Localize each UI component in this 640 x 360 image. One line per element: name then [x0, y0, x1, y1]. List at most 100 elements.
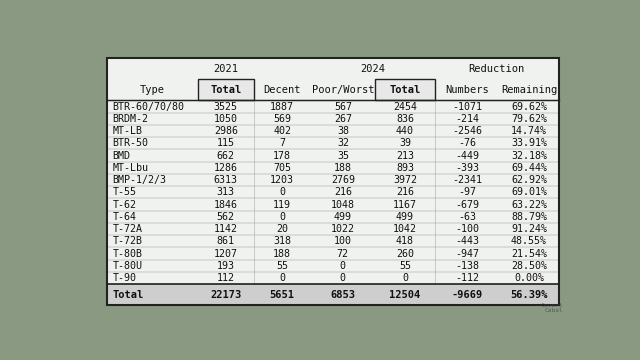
Text: 1042: 1042	[393, 224, 417, 234]
Text: 69.01%: 69.01%	[511, 187, 547, 197]
Text: Total: Total	[113, 290, 144, 300]
Text: 33.91%: 33.91%	[511, 138, 547, 148]
Bar	[375, 80, 435, 100]
Text: 63.22%: 63.22%	[511, 199, 547, 210]
Text: 0.00%: 0.00%	[514, 273, 544, 283]
Text: MT-LB: MT-LB	[113, 126, 143, 136]
Text: 72: 72	[337, 248, 349, 258]
Text: T-72A: T-72A	[113, 224, 143, 234]
Text: 56.39%: 56.39%	[510, 290, 548, 300]
Text: 2021: 2021	[213, 64, 238, 74]
Text: 216: 216	[396, 187, 414, 197]
Text: 35: 35	[337, 150, 349, 161]
Bar	[108, 58, 559, 305]
Text: 2769: 2769	[331, 175, 355, 185]
Text: 216: 216	[334, 187, 352, 197]
Text: Total: Total	[389, 85, 420, 95]
Bar	[108, 58, 559, 305]
Text: 14.74%: 14.74%	[511, 126, 547, 136]
Text: T-80B: T-80B	[113, 248, 143, 258]
Text: Total: Total	[210, 85, 241, 95]
Text: T-64: T-64	[113, 212, 137, 222]
Text: 100: 100	[334, 236, 352, 246]
Text: 499: 499	[334, 212, 352, 222]
Text: 12504: 12504	[389, 290, 420, 300]
Text: BTR-60/70/80: BTR-60/70/80	[113, 102, 185, 112]
Text: 55: 55	[399, 261, 411, 271]
Text: 7: 7	[279, 138, 285, 148]
Text: -947: -947	[455, 248, 479, 258]
Text: 79.62%: 79.62%	[511, 114, 547, 124]
Text: Numbers: Numbers	[445, 85, 489, 95]
Text: Remaining: Remaining	[501, 85, 557, 95]
Text: 440: 440	[396, 126, 414, 136]
Text: -679: -679	[455, 199, 479, 210]
Text: 115: 115	[217, 138, 235, 148]
Text: BRDM-2: BRDM-2	[113, 114, 148, 124]
Text: 48.55%: 48.55%	[511, 236, 547, 246]
Text: 1022: 1022	[331, 224, 355, 234]
Text: 260: 260	[396, 248, 414, 258]
Text: BMP-1/2/3: BMP-1/2/3	[113, 175, 166, 185]
Text: 178: 178	[273, 150, 291, 161]
Text: 2454: 2454	[393, 102, 417, 112]
Text: 418: 418	[396, 236, 414, 246]
Text: 5651: 5651	[269, 290, 294, 300]
Text: Decent: Decent	[264, 85, 301, 95]
Bar	[108, 284, 559, 305]
Text: 6853: 6853	[330, 290, 355, 300]
Text: 1286: 1286	[214, 163, 238, 173]
Text: 0: 0	[279, 273, 285, 283]
Text: 1887: 1887	[270, 102, 294, 112]
Text: T-90: T-90	[113, 273, 137, 283]
Text: 0: 0	[340, 273, 346, 283]
Text: 193: 193	[217, 261, 235, 271]
Text: 88.79%: 88.79%	[511, 212, 547, 222]
Text: 91.24%: 91.24%	[511, 224, 547, 234]
Bar	[198, 80, 254, 100]
Text: 2024: 2024	[360, 64, 385, 74]
Text: -100: -100	[455, 224, 479, 234]
Text: 402: 402	[273, 126, 291, 136]
Text: BTR-50: BTR-50	[113, 138, 148, 148]
Text: 499: 499	[396, 212, 414, 222]
Bar	[108, 284, 559, 305]
Text: 2986: 2986	[214, 126, 238, 136]
Text: 1203: 1203	[270, 175, 294, 185]
Text: 267: 267	[334, 114, 352, 124]
Text: 1846: 1846	[214, 199, 238, 210]
Text: T-72B: T-72B	[113, 236, 143, 246]
Text: -76: -76	[458, 138, 476, 148]
Text: Reduction: Reduction	[468, 64, 525, 74]
Text: MT-Lbu: MT-Lbu	[113, 163, 148, 173]
Text: 62.92%: 62.92%	[511, 175, 547, 185]
Text: -214: -214	[455, 114, 479, 124]
Text: 28.50%: 28.50%	[511, 261, 547, 271]
Text: 861: 861	[217, 236, 235, 246]
Text: 119: 119	[273, 199, 291, 210]
Text: 39: 39	[399, 138, 411, 148]
Text: BMD: BMD	[113, 150, 131, 161]
Text: 1207: 1207	[214, 248, 238, 258]
Text: -2341: -2341	[452, 175, 482, 185]
Text: 705: 705	[273, 163, 291, 173]
Text: -63: -63	[458, 212, 476, 222]
Text: 6313: 6313	[214, 175, 238, 185]
Text: 38: 38	[337, 126, 349, 136]
Text: -449: -449	[455, 150, 479, 161]
Text: T-80U: T-80U	[113, 261, 143, 271]
Text: T-62: T-62	[113, 199, 137, 210]
Text: 55: 55	[276, 261, 288, 271]
Text: 893: 893	[396, 163, 414, 173]
Text: -112: -112	[455, 273, 479, 283]
Text: 836: 836	[396, 114, 414, 124]
Text: Covert
Cabal: Covert Cabal	[541, 303, 564, 314]
Text: 112: 112	[217, 273, 235, 283]
Text: 20: 20	[276, 224, 288, 234]
Text: 562: 562	[217, 212, 235, 222]
Text: 0: 0	[279, 212, 285, 222]
Text: 662: 662	[217, 150, 235, 161]
Text: 569: 569	[273, 114, 291, 124]
Text: -393: -393	[455, 163, 479, 173]
Text: 0: 0	[402, 273, 408, 283]
